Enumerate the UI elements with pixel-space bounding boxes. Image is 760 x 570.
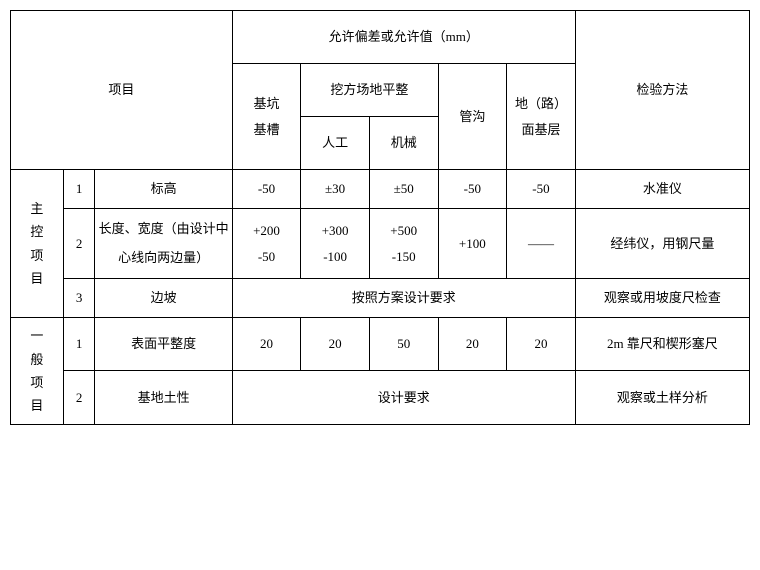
hdr-leveling: 挖方场地平整 [301, 64, 438, 117]
cell-method: 经纬仪，用钢尺量 [575, 209, 749, 279]
cell-method: 水准仪 [575, 170, 749, 209]
group-general: 一般项目 [11, 318, 64, 425]
cell-trench: -50 [438, 170, 507, 209]
hdr-project: 项目 [11, 11, 233, 170]
cell-roadbed: 20 [507, 318, 576, 371]
hdr-manual: 人工 [301, 117, 370, 170]
table-row: 一般项目 1 表面平整度 20 20 50 20 20 2m 靠尺和楔形塞尺 [11, 318, 750, 371]
cell-no: 1 [63, 170, 95, 209]
cell-pit: 20 [232, 318, 301, 371]
cell-item: 标高 [95, 170, 232, 209]
hdr-trench: 管沟 [438, 64, 507, 170]
cell-machine: +500 -150 [369, 209, 438, 279]
hdr-inspection: 检验方法 [575, 11, 749, 170]
cell-no: 1 [63, 318, 95, 371]
cell-no: 2 [63, 371, 95, 424]
header-row-1: 项目 允许偏差或允许值（mm） 检验方法 [11, 11, 750, 64]
hdr-machine: 机械 [369, 117, 438, 170]
cell-trench: 20 [438, 318, 507, 371]
group-general-label: 一般项目 [28, 324, 46, 418]
cell-item: 长度、宽度（由设计中心线向两边量） [95, 209, 232, 279]
cell-method: 2m 靠尺和楔形塞尺 [575, 318, 749, 371]
group-main: 主控项目 [11, 170, 64, 318]
cell-pit: -50 [232, 170, 301, 209]
cell-machine: 50 [369, 318, 438, 371]
group-main-label: 主控项目 [28, 197, 46, 291]
cell-item: 表面平整度 [95, 318, 232, 371]
cell-item: 边坡 [95, 279, 232, 318]
cell-manual: ±30 [301, 170, 370, 209]
cell-method: 观察或土样分析 [575, 371, 749, 424]
cell-item: 基地土性 [95, 371, 232, 424]
cell-merged: 按照方案设计要求 [232, 279, 575, 318]
cell-machine: ±50 [369, 170, 438, 209]
cell-roadbed: —— [507, 209, 576, 279]
cell-merged: 设计要求 [232, 371, 575, 424]
cell-roadbed: -50 [507, 170, 576, 209]
spec-table: 项目 允许偏差或允许值（mm） 检验方法 基坑 基槽 挖方场地平整 管沟 地（路… [10, 10, 750, 425]
table-row: 3 边坡 按照方案设计要求 观察或用坡度尺检查 [11, 279, 750, 318]
cell-manual: +300 -100 [301, 209, 370, 279]
hdr-allowance: 允许偏差或允许值（mm） [232, 11, 575, 64]
cell-trench: +100 [438, 209, 507, 279]
cell-pit: +200 -50 [232, 209, 301, 279]
table-row: 主控项目 1 标高 -50 ±30 ±50 -50 -50 水准仪 [11, 170, 750, 209]
hdr-pit: 基坑 基槽 [232, 64, 301, 170]
table-row: 2 基地土性 设计要求 观察或土样分析 [11, 371, 750, 424]
cell-method: 观察或用坡度尺检查 [575, 279, 749, 318]
cell-manual: 20 [301, 318, 370, 371]
cell-no: 2 [63, 209, 95, 279]
hdr-roadbed: 地（路） 面基层 [507, 64, 576, 170]
cell-no: 3 [63, 279, 95, 318]
table-row: 2 长度、宽度（由设计中心线向两边量） +200 -50 +300 -100 +… [11, 209, 750, 279]
